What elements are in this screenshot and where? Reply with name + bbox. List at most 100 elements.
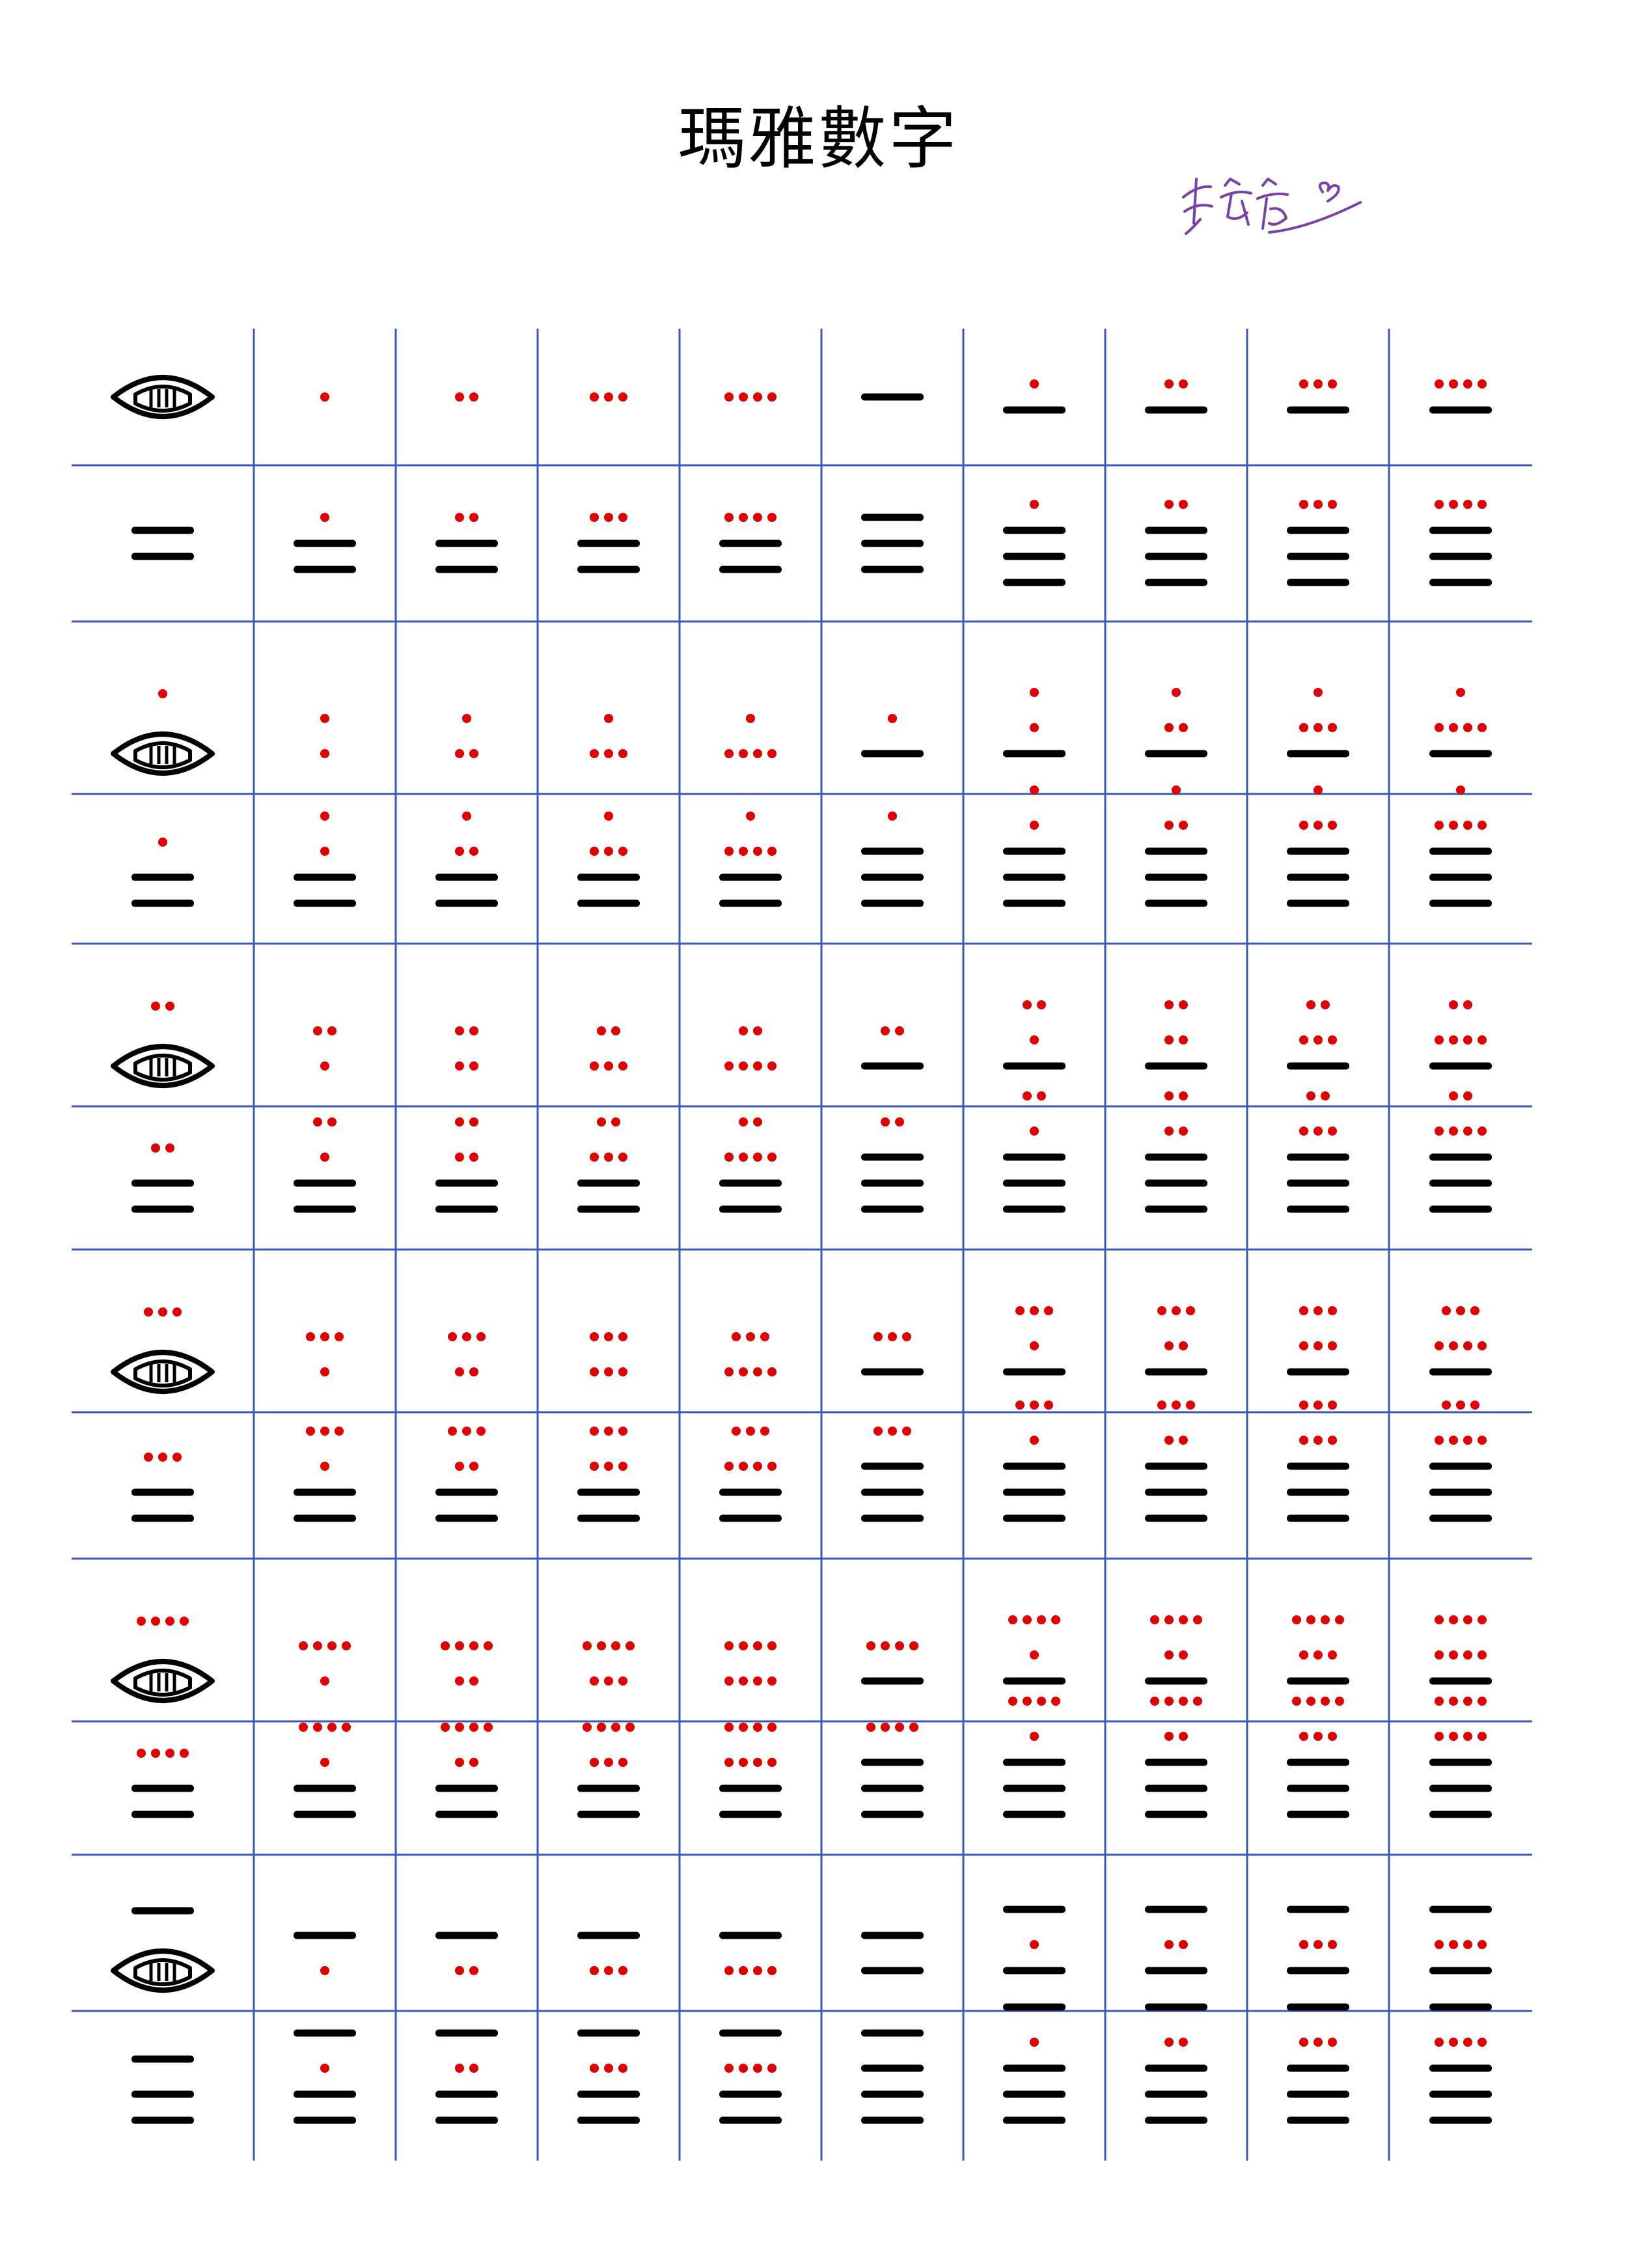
dot xyxy=(158,838,167,847)
dot xyxy=(1030,1035,1039,1045)
numeral-95 xyxy=(861,1723,924,1818)
bar xyxy=(1145,750,1207,758)
dot xyxy=(618,1676,627,1686)
bar xyxy=(1429,1488,1492,1496)
dot xyxy=(1030,1306,1039,1315)
dot xyxy=(1164,821,1174,830)
dot xyxy=(1321,1697,1330,1706)
dot xyxy=(306,1427,315,1436)
bar xyxy=(861,566,924,573)
bar xyxy=(1429,579,1492,586)
numeral-107 xyxy=(1145,1906,1207,1974)
bar xyxy=(1429,2003,1492,2011)
bar xyxy=(1429,1906,1492,1913)
bar xyxy=(1429,1677,1492,1685)
bar xyxy=(577,1784,640,1792)
dot xyxy=(746,812,755,821)
dot xyxy=(739,1061,748,1071)
dot xyxy=(320,1332,329,1341)
bar xyxy=(435,899,498,907)
numeral-103 xyxy=(577,1932,640,1975)
dot xyxy=(895,1117,904,1127)
dot xyxy=(618,1758,627,1767)
numeral-35 xyxy=(861,812,924,907)
dot xyxy=(1463,1732,1472,1741)
dot xyxy=(618,1153,627,1162)
dot xyxy=(1179,2038,1188,2047)
bar xyxy=(1145,1462,1207,1470)
bar xyxy=(131,899,194,907)
dot xyxy=(1442,1306,1451,1315)
dot xyxy=(455,1117,464,1127)
dot xyxy=(618,1367,627,1376)
dot xyxy=(895,1641,904,1650)
dot xyxy=(1449,1091,1458,1100)
numeral-113 xyxy=(577,2029,640,2124)
dot xyxy=(455,1153,464,1162)
numeral-40 xyxy=(111,1002,215,1088)
bar xyxy=(1287,2116,1349,2124)
numeral-74 xyxy=(719,1427,782,1522)
bar xyxy=(1003,1488,1066,1496)
dot xyxy=(1164,723,1174,732)
numeral-2 xyxy=(455,392,478,402)
dot xyxy=(462,812,471,821)
numeral-82 xyxy=(441,1641,493,1686)
dot xyxy=(1186,1400,1195,1410)
bar xyxy=(435,1810,498,1818)
dot xyxy=(732,1427,741,1436)
bar xyxy=(861,1462,924,1470)
dot xyxy=(888,1332,897,1341)
bar xyxy=(435,2116,498,2124)
dot xyxy=(1321,1000,1330,1009)
dot xyxy=(1306,1697,1315,1706)
numeral-46 xyxy=(1003,1000,1066,1070)
bar xyxy=(861,513,924,521)
dot xyxy=(1449,1000,1458,1009)
bar xyxy=(577,2116,640,2124)
dot xyxy=(455,1026,464,1035)
dot xyxy=(1030,723,1039,732)
bar xyxy=(435,1205,498,1213)
dot xyxy=(1328,1940,1337,1949)
dot xyxy=(172,1453,182,1462)
dot xyxy=(455,1641,464,1650)
bar xyxy=(131,1205,194,1213)
dot xyxy=(1463,723,1472,732)
dot xyxy=(327,1641,337,1650)
dot xyxy=(1328,1650,1337,1660)
dot xyxy=(1037,1697,1046,1706)
dot xyxy=(760,1332,769,1341)
dot xyxy=(299,1641,308,1650)
dot xyxy=(1030,500,1039,509)
numeral-71 xyxy=(294,1427,356,1522)
bar xyxy=(1145,406,1207,414)
dot xyxy=(874,1427,883,1436)
numeral-12 xyxy=(435,513,498,573)
dot xyxy=(767,1676,777,1686)
bar xyxy=(1287,2090,1349,2098)
bar xyxy=(861,1368,924,1376)
numeral-49 xyxy=(1429,1000,1492,1070)
bar xyxy=(1145,1906,1207,1913)
dot xyxy=(342,1641,351,1650)
dot xyxy=(320,749,329,758)
dot xyxy=(1044,1400,1053,1410)
numeral-6 xyxy=(1003,379,1066,414)
dot xyxy=(1335,1697,1344,1706)
bar xyxy=(1003,1179,1066,1187)
dot xyxy=(597,1117,606,1127)
dot xyxy=(1150,1697,1159,1706)
dot xyxy=(1335,1615,1344,1624)
dot xyxy=(455,513,464,522)
bar xyxy=(1003,1784,1066,1792)
numeral-91 xyxy=(294,1723,356,1818)
dot xyxy=(1328,1400,1337,1410)
dot xyxy=(1030,2038,1039,2047)
dot xyxy=(1051,1697,1060,1706)
dot xyxy=(767,392,777,402)
numeral-36 xyxy=(1003,786,1066,907)
dot xyxy=(1008,1697,1017,1706)
dot xyxy=(342,1723,351,1732)
bar xyxy=(131,1488,194,1496)
